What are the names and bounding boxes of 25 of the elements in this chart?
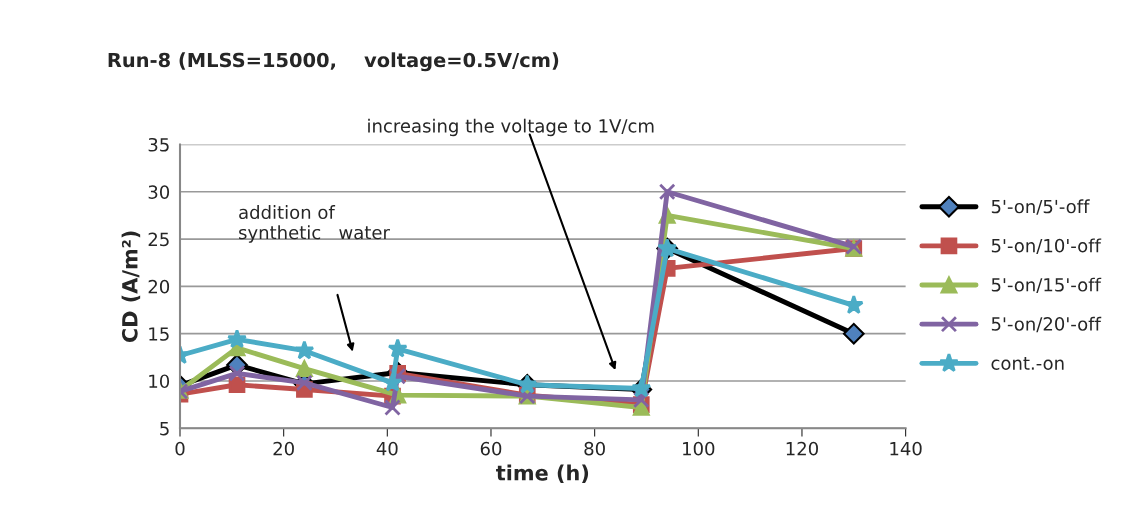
legend-label: 5'-on/5'-off (991, 199, 1090, 215)
legend-label: 5'-on/15'-off (991, 277, 1102, 294)
x-tick-label: 140 (890, 441, 922, 456)
x-tick-label: 60 (480, 441, 502, 456)
chart-title: Run-8 (MLSS=15000, voltage=0.5V/cm) (108, 52, 559, 72)
x-tick-label: 100 (683, 441, 715, 456)
x-tick-label: 40 (376, 441, 398, 456)
x-tick-label: 0 (175, 441, 185, 456)
x-axis-title: time (h) (496, 464, 589, 484)
legend-label: 5'-on/20'-off (991, 316, 1102, 333)
annotation: addition of synthetic water (239, 205, 390, 243)
x-tick-label: 80 (584, 441, 605, 456)
x-tick-label: 20 (273, 441, 294, 456)
y-tick-label: 5 (160, 421, 169, 436)
y-tick-label: 10 (149, 374, 170, 389)
y-tick-label: 15 (149, 327, 169, 341)
text: increasing the voltage to 1V/cm (368, 118, 654, 137)
x-tick-label: 120 (786, 441, 818, 456)
y-axis-title: CD (A/m²) (121, 231, 141, 343)
y-tick-label: 25 (148, 232, 169, 247)
y-tick-label: 20 (148, 279, 170, 294)
y-tick-label: 35 (148, 137, 169, 152)
y-tick-label: 30 (148, 185, 170, 199)
legend-label: 5'-on/10'-off (991, 238, 1102, 254)
legend-label: cont.-on (991, 356, 1064, 370)
